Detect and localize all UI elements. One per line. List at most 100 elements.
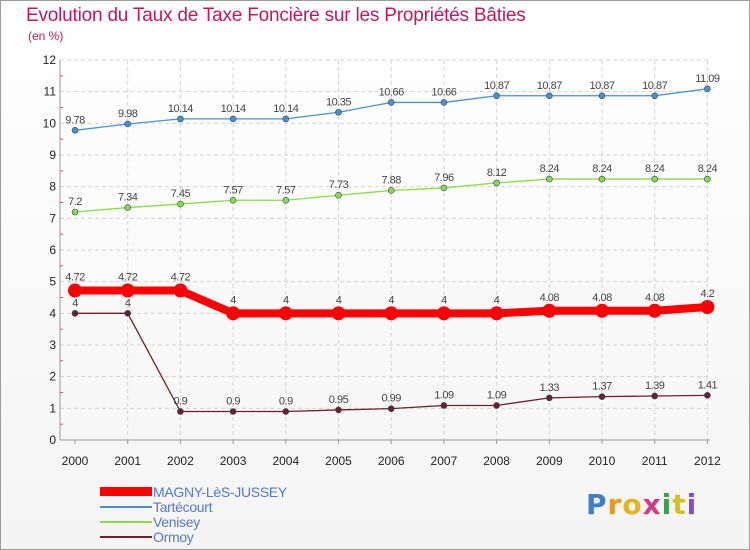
data-point xyxy=(493,92,500,100)
data-label: 0.9 xyxy=(174,396,188,408)
data-label: 7.2 xyxy=(68,196,82,208)
legend-label: MAGNY-LèS-JUSSEY xyxy=(153,483,287,500)
data-point xyxy=(331,306,346,321)
data-label: 7.96 xyxy=(434,172,454,184)
data-label: 10.87 xyxy=(589,80,614,92)
data-point xyxy=(440,184,448,192)
data-point xyxy=(542,303,557,318)
data-point xyxy=(598,393,606,400)
data-point xyxy=(282,408,290,415)
y-tick-label: 4 xyxy=(49,306,56,320)
data-label: 10.66 xyxy=(379,86,404,98)
data-point xyxy=(704,85,711,93)
data-point xyxy=(71,310,79,317)
y-tick-label: 5 xyxy=(49,275,56,289)
data-label: 7.34 xyxy=(118,192,138,204)
data-point xyxy=(282,115,290,123)
data-label: 0.95 xyxy=(329,394,349,406)
data-label: 4.72 xyxy=(118,272,138,284)
chart-title: Evolution du Taux de Taxe Foncière sur l… xyxy=(26,5,526,26)
legend-item: Venisey xyxy=(100,513,200,530)
data-point xyxy=(226,306,241,321)
data-point xyxy=(177,200,184,208)
data-point xyxy=(278,306,293,321)
data-point xyxy=(177,408,184,415)
data-label: 7.57 xyxy=(223,184,243,196)
data-label: 4.2 xyxy=(701,288,715,300)
legend-item: MAGNY-LèS-JUSSEY xyxy=(100,483,287,500)
data-label: 0.9 xyxy=(226,396,240,408)
data-label: 8.24 xyxy=(592,163,612,175)
data-label: 11.09 xyxy=(695,73,720,85)
data-point xyxy=(71,208,79,216)
data-label: 8.12 xyxy=(487,167,507,179)
data-point xyxy=(120,283,135,298)
x-tick-label: 2007 xyxy=(431,454,458,468)
y-tick-label: 0 xyxy=(49,433,56,447)
x-tick-label: 2001 xyxy=(114,454,141,468)
legend-swatch xyxy=(100,487,152,496)
data-label: 4 xyxy=(336,294,342,306)
data-label: 10.87 xyxy=(484,80,509,92)
y-tick-label: 2 xyxy=(49,370,56,384)
x-tick-label: 2004 xyxy=(272,454,299,468)
data-point xyxy=(124,120,131,128)
data-label: 1.09 xyxy=(487,389,507,401)
data-label: 4 xyxy=(125,297,131,309)
data-label: 4.72 xyxy=(171,272,191,284)
x-tick-label: 2002 xyxy=(167,454,194,468)
data-point xyxy=(335,191,342,199)
data-point xyxy=(124,310,131,317)
data-point xyxy=(387,99,395,106)
data-label: 8.24 xyxy=(540,163,560,175)
data-label: 1.33 xyxy=(540,382,560,394)
data-label: 4 xyxy=(441,294,447,306)
legend-label: Tartécourt xyxy=(153,498,213,515)
data-point xyxy=(229,115,237,123)
data-point xyxy=(704,392,711,399)
data-point xyxy=(545,92,553,100)
data-point xyxy=(229,408,237,415)
y-tick-label: 1 xyxy=(49,401,56,415)
data-label: 10.87 xyxy=(537,80,562,92)
x-tick-label: 2010 xyxy=(589,454,616,468)
data-label: 4.08 xyxy=(645,292,665,304)
x-tick-label: 2012 xyxy=(694,454,721,468)
data-point xyxy=(493,179,500,187)
data-point xyxy=(173,283,188,298)
data-label: 9.78 xyxy=(65,114,85,126)
y-tick-label: 8 xyxy=(49,180,56,194)
data-point xyxy=(387,187,395,194)
data-label: 7.45 xyxy=(171,188,191,200)
y-tick-label: 10 xyxy=(43,116,57,130)
data-point xyxy=(177,115,184,123)
data-label: 0.9 xyxy=(279,396,293,408)
data-point xyxy=(335,406,342,414)
data-label: 4.08 xyxy=(592,292,612,304)
data-point xyxy=(384,306,399,321)
data-point xyxy=(436,306,451,321)
data-label: 1.41 xyxy=(698,379,718,391)
data-label: 10.14 xyxy=(168,103,193,115)
data-point xyxy=(545,394,553,402)
data-label: 0.99 xyxy=(381,393,401,405)
data-label: 4 xyxy=(494,294,500,306)
y-tick-label: 11 xyxy=(44,85,57,99)
data-label: 7.57 xyxy=(276,184,296,196)
legend-label: Venisey xyxy=(153,513,200,530)
data-label: 4 xyxy=(72,297,78,309)
x-tick-label: 2009 xyxy=(536,454,563,468)
legend-label: Ormoy xyxy=(153,528,194,545)
data-point xyxy=(440,402,448,409)
data-point xyxy=(651,92,659,100)
legend-item: Tartécourt xyxy=(100,498,213,515)
x-tick-label: 2005 xyxy=(325,454,352,468)
data-point xyxy=(387,405,395,412)
x-tick-label: 2011 xyxy=(642,454,668,468)
data-point xyxy=(68,283,82,298)
x-tick-label: 2003 xyxy=(220,454,247,468)
data-point xyxy=(440,99,448,106)
y-tick-label: 6 xyxy=(49,243,56,257)
data-point xyxy=(493,402,500,409)
